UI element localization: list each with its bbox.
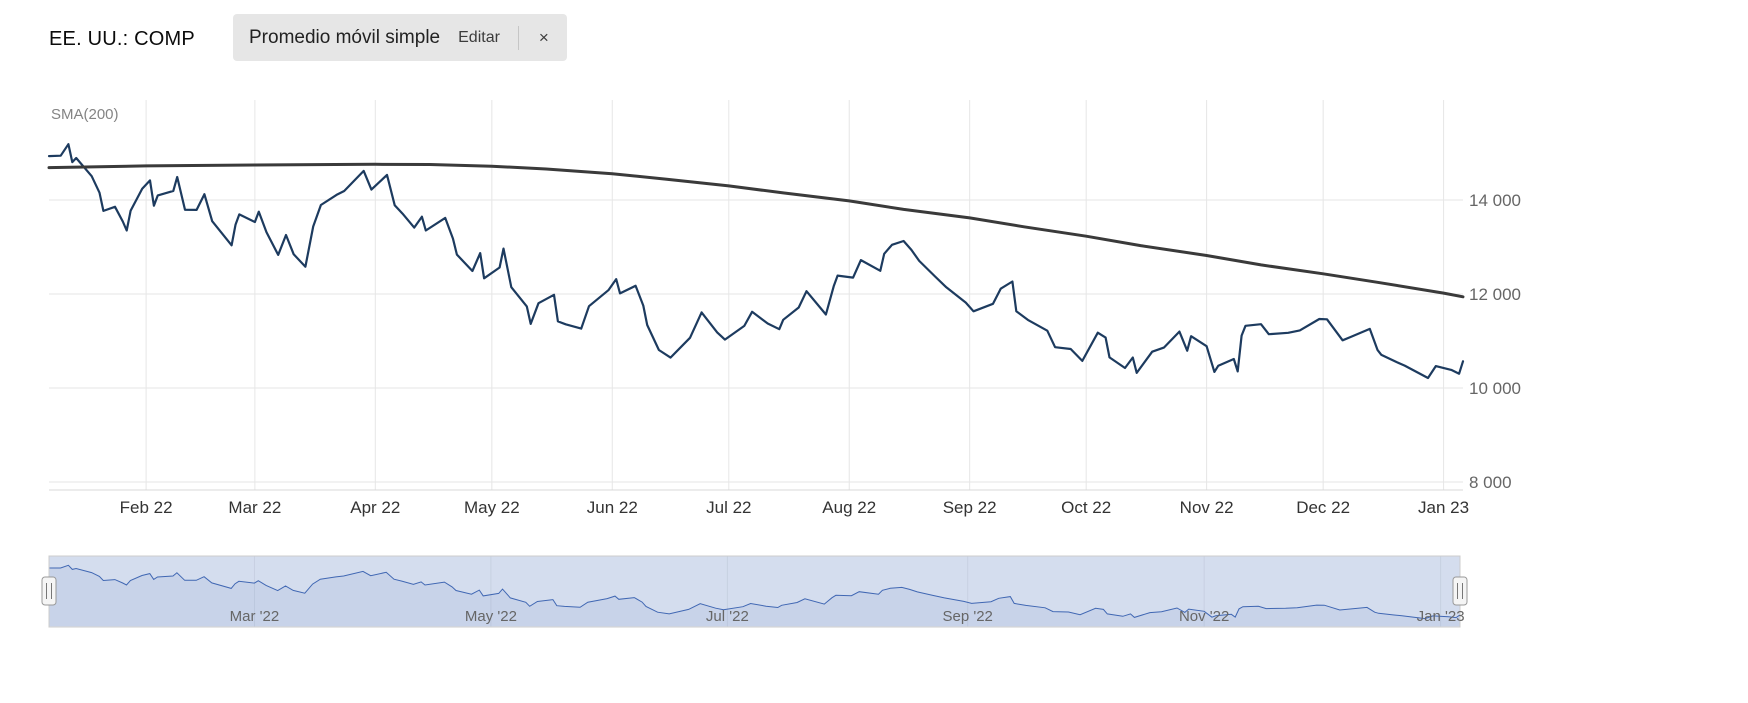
x-axis-label: Aug 22 [822, 498, 876, 517]
y-axis-label: 14 000 [1469, 191, 1521, 210]
y-axis-label: 8 000 [1469, 473, 1512, 492]
indicator-label: Promedio móvil simple [249, 26, 441, 48]
navigator-series-line [49, 564, 1461, 620]
series-line-SMA(200)[interactable] [47, 162, 1465, 299]
navigator-handle-right[interactable] [1452, 576, 1468, 606]
x-axis-label: Oct 22 [1061, 498, 1111, 517]
x-axis-label: Jul 22 [706, 498, 751, 517]
x-axis-label: Sep 22 [943, 498, 997, 517]
navigator-handle-left-body[interactable] [41, 576, 57, 606]
navigator-axis-label: Nov '22 [1179, 608, 1229, 625]
x-axis-label: May 22 [464, 498, 520, 517]
navigator[interactable]: Mar '22 May '22 Jul '22 Sep '22 Nov '22 Jan '… [41, 555, 1468, 628]
plot-grid [49, 100, 1463, 491]
indicator-edit-button[interactable]: Editar [458, 28, 500, 46]
navigator-axis-label: Sep '22 [942, 608, 992, 625]
navigator-axis-label: Jul '22 [706, 608, 749, 625]
navigator-axis-label: Mar '22 [230, 608, 280, 625]
sma-indicator-label: SMA(200) [51, 106, 119, 123]
x-axis-label: Nov 22 [1180, 498, 1234, 517]
x-axis-label: Mar 22 [228, 498, 281, 517]
series-line-COMP[interactable] [47, 143, 1465, 380]
x-axis-label: Apr 22 [350, 498, 400, 517]
indicator-pill: Promedio móvil simple Editar × [233, 14, 567, 61]
navigator-axis-label: May '22 [465, 608, 517, 625]
pill-divider [517, 25, 519, 50]
navigator-handle-right-body[interactable] [1452, 576, 1468, 606]
indicator-close-button[interactable]: × [538, 28, 549, 47]
navigator-axis-label: Jan '23 [1417, 608, 1465, 625]
symbol-title: EE. UU.: COMP [49, 28, 195, 50]
y-axis-label: 12 000 [1469, 285, 1521, 304]
navigator-selected-range-mask[interactable] [49, 556, 1460, 627]
navigator-area [49, 565, 1460, 626]
y-axis-label: 10 000 [1469, 379, 1521, 398]
navigator-handle-left[interactable] [41, 576, 57, 606]
x-axis-label: Jan 23 [1418, 498, 1469, 517]
x-axis-label: Feb 22 [120, 498, 173, 517]
x-axis-label: Jun 22 [587, 498, 638, 517]
x-axis-label: Dec 22 [1296, 498, 1350, 517]
